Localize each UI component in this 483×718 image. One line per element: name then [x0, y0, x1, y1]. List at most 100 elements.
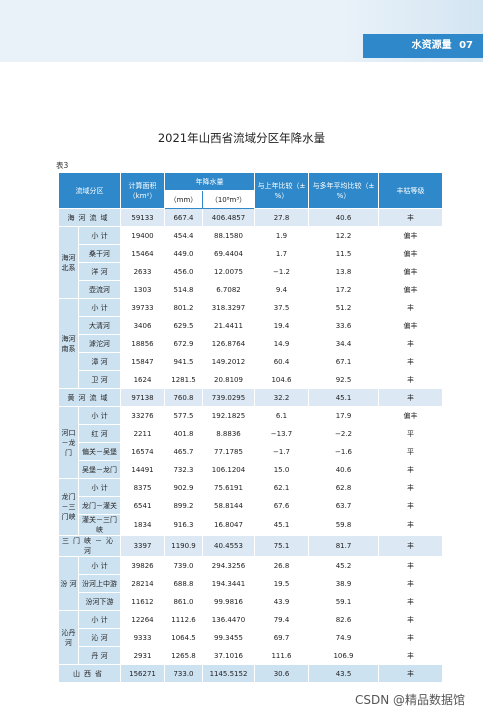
value-cell: 26.8 — [254, 556, 309, 575]
value-cell: 偏丰 — [378, 316, 443, 335]
subregion-cell: 滹沱河 — [78, 334, 121, 353]
value-cell: 62.1 — [254, 478, 309, 497]
value-cell: 99.3455 — [202, 628, 255, 647]
region-group-cell: 海河南系 — [58, 298, 79, 389]
subregion-cell: 丹 河 — [78, 646, 121, 665]
value-cell: 69.7 — [254, 628, 309, 647]
value-cell: 1624 — [120, 370, 165, 389]
table-row: 洋 河 2633 456.0 12.0075 −1.2 13.8 偏丰 — [59, 262, 443, 281]
value-cell: 15.0 — [254, 460, 309, 479]
value-cell: 75.6191 — [202, 478, 255, 497]
value-cell: 丰 — [378, 664, 443, 683]
table-row: 黄河流域 97138 760.8 739.0295 32.2 45.1 丰 — [58, 388, 443, 407]
value-cell: 16574 — [120, 442, 165, 461]
value-cell: 916.3 — [164, 514, 203, 536]
value-cell: 99.9816 — [202, 592, 255, 611]
value-cell: 丰 — [378, 496, 443, 515]
value-cell: 43.5 — [308, 664, 379, 683]
value-cell: 丰 — [378, 298, 443, 317]
value-cell: 126.8764 — [202, 334, 255, 353]
value-cell: 514.8 — [164, 280, 203, 299]
value-cell: 739.0295 — [202, 388, 255, 407]
value-cell: 899.2 — [164, 496, 203, 515]
value-cell: 688.8 — [164, 574, 203, 593]
value-cell: 97138 — [120, 388, 165, 407]
value-cell: 16.8047 — [202, 514, 255, 536]
value-cell: 丰 — [378, 646, 443, 665]
value-cell: 40.6 — [308, 208, 379, 227]
value-cell: 194.3441 — [202, 574, 255, 593]
value-cell: 丰 — [378, 610, 443, 629]
value-cell: 偏丰 — [378, 406, 443, 425]
value-cell: 106.1204 — [202, 460, 255, 479]
value-cell: 丰 — [378, 574, 443, 593]
value-cell: 13.8 — [308, 262, 379, 281]
subregion-cell: 漳 河 — [78, 352, 121, 371]
value-cell: 3406 — [120, 316, 165, 335]
value-cell: 丰 — [378, 334, 443, 353]
value-cell: 81.7 — [308, 535, 379, 557]
value-cell: 17.9 — [308, 406, 379, 425]
value-cell: 82.6 — [308, 610, 379, 629]
value-cell: 318.3297 — [202, 298, 255, 317]
value-cell: 17.2 — [308, 280, 379, 299]
value-cell: 401.8 — [164, 424, 203, 443]
value-cell: 15847 — [120, 352, 165, 371]
value-cell: 6541 — [120, 496, 165, 515]
table-row: 丹 河 2931 1265.8 37.1016 111.6 106.9 丰 — [59, 646, 443, 665]
value-cell: 58.8144 — [202, 496, 255, 515]
table-body: 海河流域 59133 667.4 406.4857 27.8 40.6 丰海河北系小 计 19… — [58, 208, 443, 683]
table-row: 卫 河 1624 1281.5 20.8109 104.6 92.5 丰 — [59, 370, 443, 389]
subregion-cell: 灌关－三门峡 — [78, 514, 121, 536]
subregion-cell: 小 计 — [78, 556, 121, 575]
value-cell: 667.4 — [164, 208, 203, 227]
value-cell: 19.5 — [254, 574, 309, 593]
value-cell: 平 — [378, 424, 443, 443]
table-row: 沁 河 9333 1064.5 99.3455 69.7 74.9 丰 — [59, 628, 443, 647]
section-header: 水资源量 07 — [363, 34, 483, 58]
table-row: 吴堡－龙门 14491 732.3 106.1204 15.0 40.6 丰 — [59, 460, 443, 479]
region-group-cell: 河口－龙门 — [58, 406, 79, 479]
value-cell: 59133 — [120, 208, 165, 227]
value-cell: 60.4 — [254, 352, 309, 371]
value-cell: 449.0 — [164, 244, 203, 263]
value-cell: 37.1016 — [202, 646, 255, 665]
subregion-cell: 壶流河 — [78, 280, 121, 299]
value-cell: 733.0 — [164, 664, 203, 683]
col-header-precip: 年降水量 — [164, 172, 255, 191]
value-cell: 75.1 — [254, 535, 309, 557]
value-cell: 平 — [378, 442, 443, 461]
value-cell: 149.2012 — [202, 352, 255, 371]
value-cell: 39733 — [120, 298, 165, 317]
value-cell: 1064.5 — [164, 628, 203, 647]
value-cell: 30.6 — [254, 664, 309, 683]
value-cell: 51.2 — [308, 298, 379, 317]
value-cell: 1190.9 — [164, 535, 203, 557]
region-group-cell: 沁丹河 — [58, 610, 79, 665]
value-cell: 1145.5152 — [202, 664, 255, 683]
value-cell: 577.5 — [164, 406, 203, 425]
table-row: 龙门－三门峡小 计 8375 902.9 75.6191 62.1 62.8 丰 — [58, 478, 443, 536]
value-cell: 9333 — [120, 628, 165, 647]
value-cell: 32.2 — [254, 388, 309, 407]
value-cell: 63.7 — [308, 496, 379, 515]
value-cell: 456.0 — [164, 262, 203, 281]
subregion-cell: 沁 河 — [78, 628, 121, 647]
subregion-cell: 汾河上中游 — [78, 574, 121, 593]
value-cell: 偏丰 — [378, 226, 443, 245]
value-cell: 6.7082 — [202, 280, 255, 299]
value-cell: 11.5 — [308, 244, 379, 263]
table-row: 偏关－吴堡 16574 465.7 77.1785 −1.7 −1.6 平 — [59, 442, 443, 461]
section-title: 水资源量 — [411, 40, 452, 51]
value-cell: 丰 — [378, 478, 443, 497]
value-cell: 15464 — [120, 244, 165, 263]
region-group-cell: 汾 河 — [58, 556, 79, 611]
table-number: 表3 — [56, 161, 69, 170]
subregion-cell: 小 计 — [78, 478, 121, 497]
value-cell: 12.2 — [308, 226, 379, 245]
value-cell: 丰 — [378, 370, 443, 389]
value-cell: 45.1 — [308, 388, 379, 407]
subregion-cell: 偏关－吴堡 — [78, 442, 121, 461]
region-group-cell: 海河北系 — [58, 226, 79, 299]
value-cell: 39826 — [120, 556, 165, 575]
